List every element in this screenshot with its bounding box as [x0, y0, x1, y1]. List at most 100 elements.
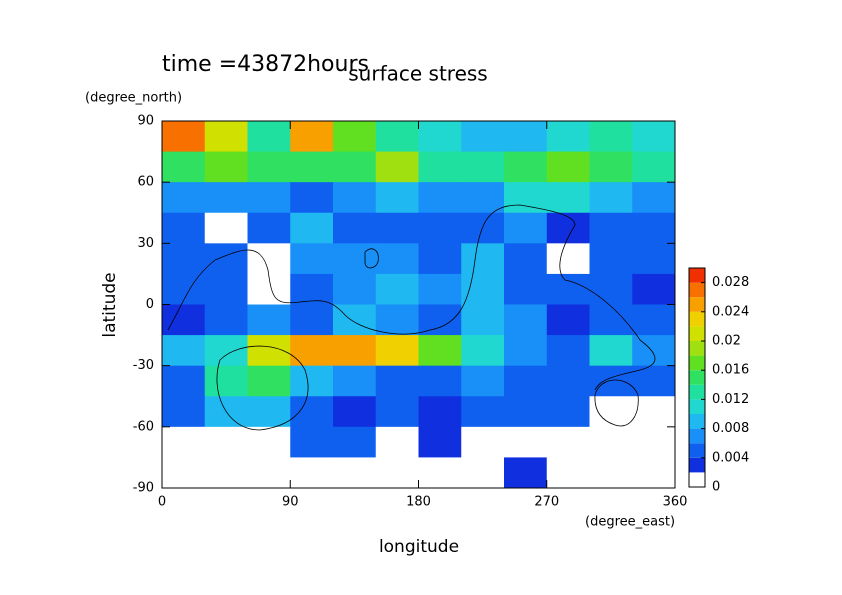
x-unit: (degree_east): [585, 515, 675, 530]
y-unit: (degree_north): [85, 91, 182, 106]
cell: [504, 426, 548, 458]
cell: [632, 457, 676, 489]
cell: [375, 365, 419, 397]
cell: [589, 243, 633, 275]
field: [162, 121, 676, 489]
cell: [418, 121, 462, 153]
y-tick-label: 60: [137, 175, 154, 190]
colorbar-segment: [689, 428, 705, 444]
cell: [632, 365, 676, 397]
cell: [204, 182, 248, 214]
cell: [204, 365, 248, 397]
cell: [632, 243, 676, 275]
y-tick-label: 0: [146, 297, 154, 312]
colorbar-segment: [689, 341, 705, 356]
y-tick-label: 90: [137, 114, 154, 129]
cell: [589, 426, 633, 458]
x-tick-label: 90: [282, 495, 299, 510]
cell: [290, 121, 334, 153]
cell: [162, 335, 206, 367]
x-tick-label: 180: [406, 495, 431, 510]
cell: [333, 151, 377, 183]
cell: [204, 212, 248, 244]
cell: [375, 273, 419, 305]
cell: [504, 304, 548, 336]
cell: [375, 335, 419, 367]
cell: [375, 212, 419, 244]
colorbar-segment: [689, 297, 705, 312]
colorbar-segment: [689, 355, 705, 371]
cell: [546, 304, 590, 336]
cell: [247, 182, 291, 214]
x-tick-label: 270: [534, 495, 559, 510]
cell: [418, 335, 462, 367]
cell: [418, 243, 462, 275]
cell: [162, 243, 206, 275]
y-tick-label: -60: [133, 419, 154, 434]
cell: [204, 243, 248, 275]
cell: [418, 426, 462, 458]
cell: [546, 212, 590, 244]
chart-title: surface stress: [348, 62, 487, 86]
cell: [632, 212, 676, 244]
cell: [247, 121, 291, 153]
cell: [504, 335, 548, 367]
cell: [461, 243, 505, 275]
cell: [504, 121, 548, 153]
cell: [375, 243, 419, 275]
cell: [461, 365, 505, 397]
colorbar-segment: [689, 370, 705, 385]
cell: [546, 426, 590, 458]
cell: [461, 396, 505, 428]
cell: [204, 426, 248, 458]
y-axis-label: latitude: [100, 272, 120, 337]
cell: [162, 151, 206, 183]
cell: [632, 396, 676, 428]
cell: [375, 304, 419, 336]
cell: [375, 151, 419, 183]
cell: [418, 457, 462, 489]
cell: [418, 365, 462, 397]
cell: [461, 273, 505, 305]
cell: [247, 243, 291, 275]
cell: [589, 335, 633, 367]
colorbar-segment: [689, 268, 705, 283]
cell: [461, 151, 505, 183]
cell: [375, 121, 419, 153]
cell: [504, 457, 548, 489]
cell: [162, 365, 206, 397]
cell: [504, 273, 548, 305]
colorbar-tick-label: 0.008: [712, 421, 749, 436]
colorbar-segment: [689, 472, 705, 487]
cell: [632, 426, 676, 458]
cell: [546, 151, 590, 183]
cell: [589, 212, 633, 244]
cell: [632, 121, 676, 153]
cell: [204, 121, 248, 153]
cell: [546, 121, 590, 153]
cell: [204, 151, 248, 183]
cell: [290, 151, 334, 183]
cell: [290, 212, 334, 244]
cell: [418, 396, 462, 428]
cell: [247, 212, 291, 244]
cell: [546, 457, 590, 489]
cell: [247, 396, 291, 428]
cell: [418, 212, 462, 244]
x-tick-label: 0: [158, 495, 166, 510]
cell: [504, 365, 548, 397]
cell: [333, 365, 377, 397]
cell: [162, 304, 206, 336]
cell: [247, 304, 291, 336]
cell: [247, 426, 291, 458]
colorbar-frame: [688, 267, 706, 488]
cell: [333, 335, 377, 367]
colorbar-segment: [689, 311, 705, 327]
cell: [333, 121, 377, 153]
cell: [632, 335, 676, 367]
cell: [290, 273, 334, 305]
cell: [504, 182, 548, 214]
cell: [461, 182, 505, 214]
